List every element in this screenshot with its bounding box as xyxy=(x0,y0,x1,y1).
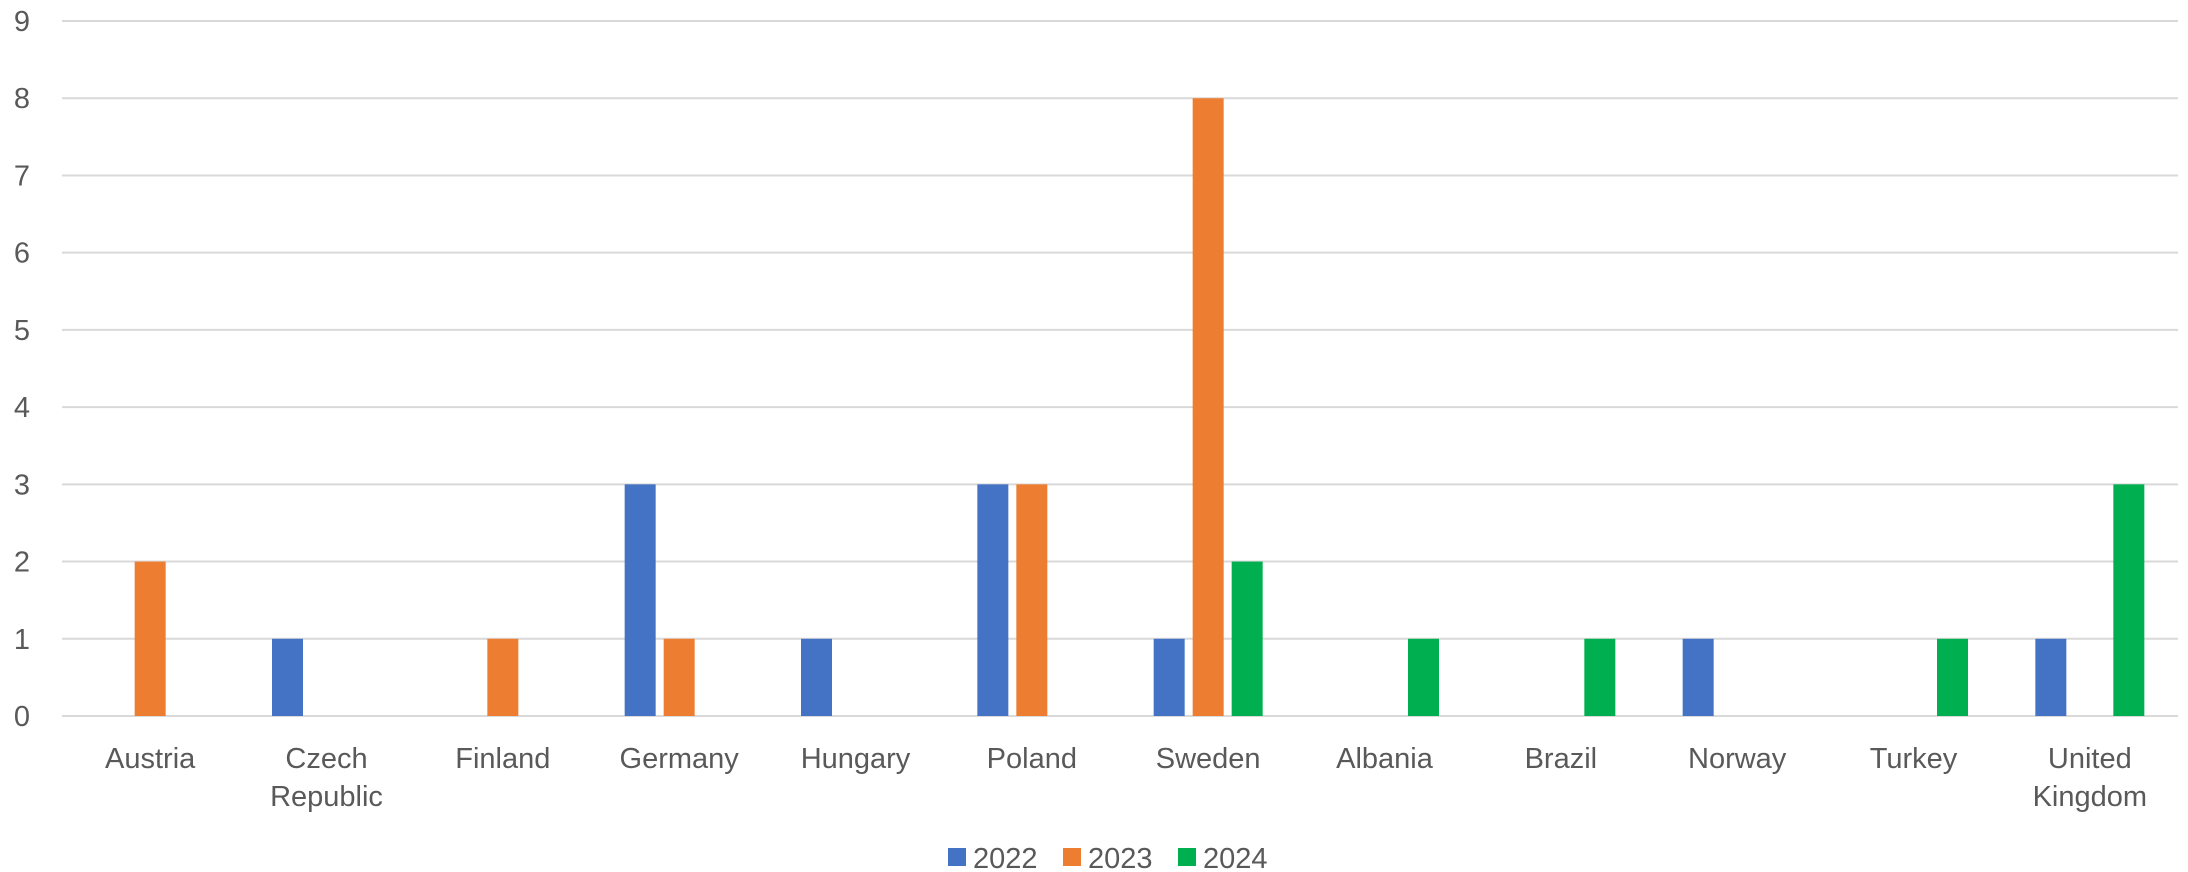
bar-2024-albania xyxy=(1408,638,1439,716)
y-tick-label: 8 xyxy=(14,83,30,115)
gridlines xyxy=(62,20,2178,717)
y-tick-label: 0 xyxy=(14,701,30,733)
x-tick-label: Germany xyxy=(620,743,740,775)
x-tick-label-line: Albania xyxy=(1336,743,1434,775)
bar-2023-austria xyxy=(134,561,166,716)
y-tick-label: 3 xyxy=(14,469,30,501)
bar-2022-hungary xyxy=(801,638,832,716)
x-tick-label-line: Kingdom xyxy=(2033,781,2147,813)
x-tick-label-line: Germany xyxy=(620,743,740,775)
x-tick-label: Hungary xyxy=(801,743,911,775)
bar-2024-sweden xyxy=(1231,561,1263,716)
y-tick-label: 9 xyxy=(14,6,30,38)
x-tick-label: Poland xyxy=(987,743,1077,775)
bar-2023-finland xyxy=(487,638,519,716)
legend-label-2022: 2022 xyxy=(973,843,1038,872)
legend: 2022 2023 2024 xyxy=(948,843,1268,872)
y-axis-ticks: 0 1 2 3 4 5 6 7 8 9 xyxy=(14,6,30,733)
bar-2023-germany xyxy=(663,638,695,716)
legend-label-2023: 2023 xyxy=(1088,843,1153,872)
x-tick-label-line: Norway xyxy=(1688,743,1787,775)
x-tick-label-line: Brazil xyxy=(1525,743,1598,775)
x-tick-label: Sweden xyxy=(1156,743,1261,775)
bar-2023-poland xyxy=(1016,484,1048,716)
x-tick-label: United Kingdom xyxy=(2033,743,2147,813)
legend-label-2024: 2024 xyxy=(1203,843,1268,872)
x-tick-label-line: Hungary xyxy=(801,743,911,775)
bar-2022-czech-republic xyxy=(272,638,303,716)
x-tick-label: Norway xyxy=(1688,743,1787,775)
y-tick-label: 7 xyxy=(14,160,30,192)
x-tick-label-line: Austria xyxy=(105,743,196,775)
bar-2024-brazil xyxy=(1584,638,1616,716)
legend-swatch-2024 xyxy=(1178,848,1196,866)
x-tick-label-line: United xyxy=(2048,743,2132,775)
x-tick-label: Austria xyxy=(105,743,196,775)
legend-swatch-2022 xyxy=(948,848,966,866)
x-tick-label-line: Sweden xyxy=(1156,743,1261,775)
y-tick-label: 1 xyxy=(14,624,30,656)
x-tick-label: Brazil xyxy=(1525,743,1598,775)
x-tick-label: Finland xyxy=(455,743,550,775)
y-tick-label: 4 xyxy=(14,392,30,424)
bar-2022-germany xyxy=(624,484,656,716)
legend-swatch-2023 xyxy=(1063,848,1081,866)
x-axis-labels: Austria Czech Republic Finland Germany Hungar… xyxy=(105,743,2147,813)
y-tick-label: 6 xyxy=(14,238,30,270)
bar-2022-united-kingdom xyxy=(2035,638,2067,716)
x-tick-label-line: Republic xyxy=(270,781,383,813)
bars xyxy=(134,98,2145,716)
y-tick-label: 5 xyxy=(14,315,30,347)
y-tick-label: 2 xyxy=(14,547,30,579)
x-tick-label: Albania xyxy=(1336,743,1434,775)
bar-2022-norway xyxy=(1682,638,1714,716)
bar-2022-poland xyxy=(977,484,1009,716)
bar-2024-turkey xyxy=(1937,638,1968,716)
x-tick-label-line: Finland xyxy=(455,743,550,775)
x-tick-label-line: Poland xyxy=(987,743,1077,775)
x-tick-label: Czech Republic xyxy=(270,743,383,813)
bar-2022-sweden xyxy=(1153,638,1185,716)
x-tick-label-line: Turkey xyxy=(1870,743,1958,775)
x-tick-label-line: Czech xyxy=(285,743,367,775)
x-tick-label: Turkey xyxy=(1870,743,1958,775)
bar-2024-united-kingdom xyxy=(2113,484,2145,716)
bar-2023-sweden xyxy=(1192,98,1224,716)
